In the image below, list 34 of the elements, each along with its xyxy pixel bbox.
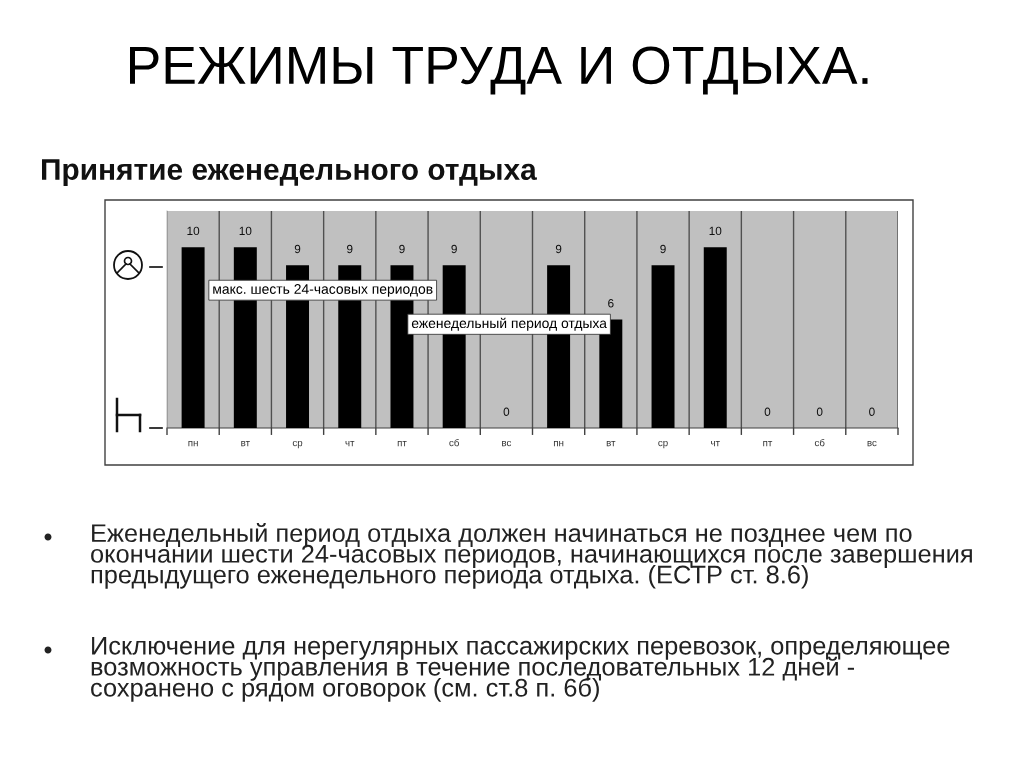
x-tick-label: вс (867, 440, 877, 447)
x-tick-label: вт (241, 441, 250, 447)
data-label: 10 (187, 226, 200, 236)
data-label: 9 (347, 244, 353, 254)
text: Исключение для нерегулярных пассажирских перевозок, определяющее возможность управления в течение последовательных 12 дней - сохранено с рядом оговорок (см. ст.8 п. 6б) (91, 636, 950, 702)
x-tick-label: сб (449, 439, 459, 447)
x-tick-label: пн (188, 441, 198, 447)
chart-subtitle: Принятие еженедельного отдыха (42, 159, 537, 186)
x-tick-label: сб (814, 439, 825, 447)
data-label: 9 (660, 244, 666, 254)
data-label: 9 (294, 244, 301, 254)
data-label: 9 (399, 244, 405, 254)
data-label: 10 (709, 226, 722, 236)
x-tick-label: пт (397, 441, 407, 447)
x-tick-label: пн (553, 441, 564, 447)
x-tick-label: ср (292, 440, 303, 449)
data-label: 9 (555, 244, 562, 254)
data-label: 10 (239, 226, 252, 236)
x-tick-label: вс (502, 440, 512, 447)
x-tick-label: чт (345, 441, 355, 447)
data-label: 0 (764, 407, 771, 416)
text: Еженедельный период отдыха должен начинаться не позднее чем по окончании шести 24-часовых периодов, начинающихся после завершения предыдущего еженедельного периода отдыха. (ЕСТР ст. 8.6) (91, 523, 972, 589)
data-label: 0 (869, 407, 875, 416)
data-label: 0 (816, 407, 823, 416)
x-tick-label: пт (763, 441, 773, 447)
data-label: 6 (608, 299, 614, 308)
chart-title: РЕЖИМЫ ТРУДА И ОТДЫХА. (130, 46, 868, 95)
annotation: еженедельный период отдыха (411, 317, 607, 331)
data-label: 0 (503, 407, 510, 416)
annotation: макс. шесть 24-часовых периодов (213, 284, 433, 297)
x-tick-label: вт (606, 441, 616, 447)
x-tick-label: чт (711, 441, 720, 447)
x-tick-label: ср (658, 440, 668, 449)
data-label: 9 (451, 244, 457, 254)
